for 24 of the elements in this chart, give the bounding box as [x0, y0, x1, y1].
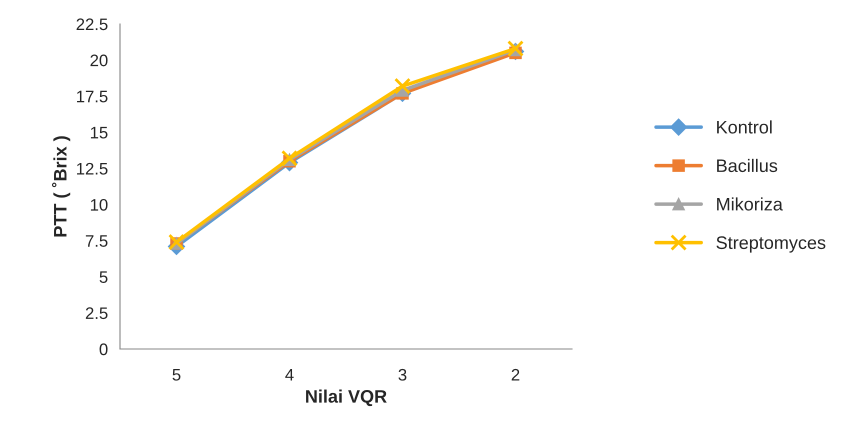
- x-tick-label: 5: [172, 369, 180, 381]
- point: [394, 78, 411, 94]
- point: [507, 40, 524, 57]
- y-tick-label: 15: [90, 126, 108, 139]
- y-tick-label: 0: [100, 343, 108, 356]
- y-tick-label: 22.5: [76, 18, 108, 30]
- x-axis-title: Nilai VQR: [306, 390, 387, 406]
- y-tick-label: 7.5: [86, 235, 108, 247]
- y-tick-label: 5: [100, 271, 108, 283]
- y-axis-title: PTT ( ˚Brix ): [52, 136, 70, 236]
- point: [281, 150, 298, 167]
- legend-label: Mikoriza: [717, 197, 783, 211]
- y-tick-label: 12.5: [77, 162, 108, 175]
- legend-label: Kontrol: [717, 120, 772, 134]
- legend-label: Streptomyces: [716, 236, 826, 253]
- y-tick-label: 17.5: [77, 90, 108, 102]
- y-tick-label: 20: [90, 54, 108, 66]
- x-tick-label: 2: [512, 368, 520, 381]
- y-tick-label: 10: [90, 198, 108, 211]
- y-tick-label: 2.5: [86, 307, 108, 320]
- x-tick-label: 3: [398, 368, 406, 381]
- legend-label: Bacillus: [717, 158, 778, 172]
- x-tick-label: 4: [285, 369, 294, 381]
- point: [168, 234, 185, 250]
